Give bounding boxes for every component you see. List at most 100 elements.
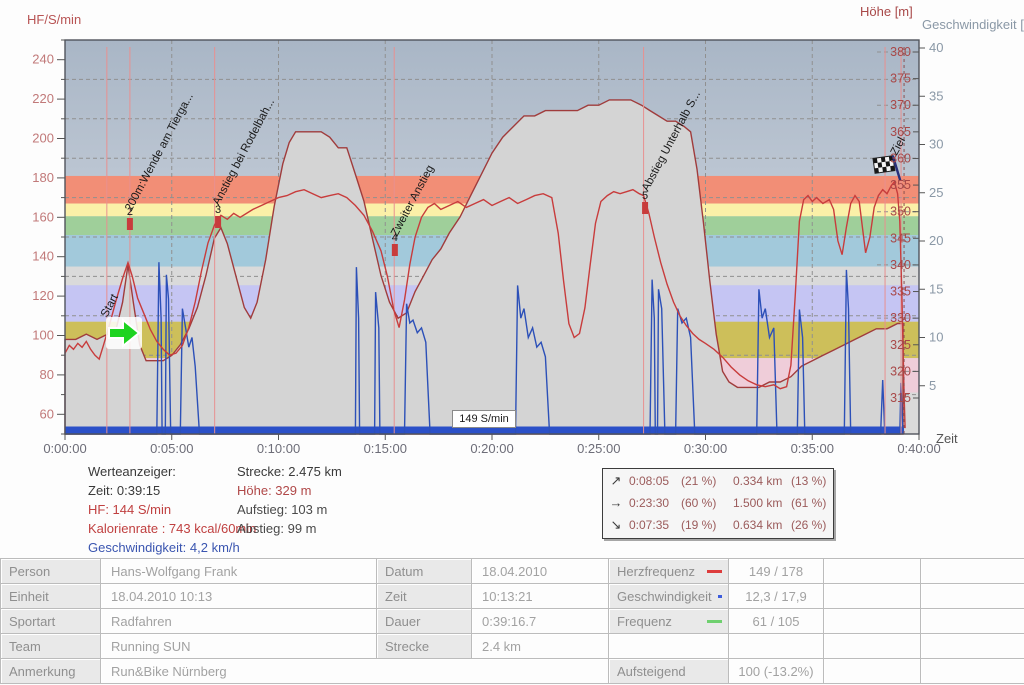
finish-flag-icon — [872, 155, 902, 182]
empty-cell — [920, 633, 1024, 659]
row-label: Frequenz — [608, 608, 729, 634]
value-readout-column-1: Werteanzeiger: Zeit: 0:39:15 HF: 144 S/m… — [88, 462, 256, 557]
readout-line: Werteanzeiger: — [88, 464, 176, 479]
svg-text:360: 360 — [890, 151, 911, 165]
stat-dist-pct: (26 %) — [791, 517, 827, 532]
lap-marker-lines — [106, 47, 902, 434]
row-label: Dauer — [376, 608, 472, 634]
altitude-axis-title: Höhe [m] — [860, 4, 913, 19]
readout-line: HF: 144 S/min — [88, 502, 172, 517]
svg-text:340: 340 — [890, 258, 911, 272]
row-value: 18.04.2010 10:13 — [100, 583, 377, 609]
readout-line: Abstieg: 99 m — [237, 521, 317, 536]
stat-time: 0:07:35 — [629, 517, 670, 532]
row-value: 61 / 105 — [728, 608, 824, 634]
svg-text:320: 320 — [890, 364, 911, 378]
stat-dist: 0.634 km — [733, 517, 783, 532]
row-value: Run&Bike Nürnberg — [100, 658, 609, 684]
svg-text:30: 30 — [929, 137, 943, 152]
svg-text:380: 380 — [890, 45, 911, 59]
empty-cell — [920, 658, 1024, 684]
heartrate-legend-icon — [707, 569, 722, 573]
row-value: Hans-Wolfgang Frank — [100, 558, 377, 584]
row-value: Radfahren — [100, 608, 377, 634]
svg-text:0:30:00: 0:30:00 — [684, 441, 727, 456]
flat-arrow-icon: → — [609, 495, 623, 510]
row-label: Sportart — [0, 608, 101, 634]
time-axis-ticks: 0:00:00 0:05:00 0:10:00 0:15:00 0:20:00 0:25:… — [43, 434, 941, 456]
empty-cell — [823, 558, 921, 584]
stats-row-descent: ↘ 0:07:35 (19 %) 0.634 km (26 %) — [603, 514, 833, 535]
cadence-legend-icon — [707, 619, 722, 623]
svg-text:60: 60 — [40, 406, 54, 421]
row-label: Zeit — [376, 583, 472, 609]
table-row: Team Running SUN Strecke 2.4 km — [0, 633, 1024, 659]
svg-text:35: 35 — [929, 88, 943, 103]
svg-text:370: 370 — [890, 98, 911, 112]
row-value: 100 (-13.2%) — [728, 658, 824, 684]
svg-text:0:35:00: 0:35:00 — [791, 441, 834, 456]
empty-cell — [920, 583, 1024, 609]
hf-axis-title: HF/S/min — [27, 12, 82, 27]
altitude-axis-ticks: 380 375 370 365 360 355 350 345 340 335 330 325 320 3… — [890, 45, 919, 405]
empty-cell — [823, 658, 921, 684]
descent-arrow-icon: ↘ — [610, 516, 622, 532]
svg-text:220: 220 — [32, 91, 54, 106]
svg-text:0:40:00: 0:40:00 — [897, 441, 940, 456]
svg-text:0:15:00: 0:15:00 — [364, 441, 407, 456]
stat-time-pct: (21 %) — [681, 473, 717, 488]
table-row: Anmerkung Run&Bike Nürnberg Aufsteigend … — [0, 658, 1024, 684]
svg-text:325: 325 — [890, 338, 911, 352]
readout-line: Kalorienrate : 743 kcal/60min — [88, 521, 257, 536]
svg-text:0:05:00: 0:05:00 — [150, 441, 193, 456]
stats-row-flat: → 0:23:30 (60 %) 1.500 km (61 %) — [603, 492, 833, 513]
empty-cell — [823, 583, 921, 609]
stat-time: 0:08:05 — [629, 473, 670, 488]
row-value: 12,3 / 17,9 — [728, 583, 824, 609]
stats-row-ascent: ↗ 0:08:05 (21 %) 0.334 km (13 %) — [603, 470, 833, 491]
empty-cell — [920, 558, 1024, 584]
svg-text:350: 350 — [890, 205, 911, 219]
empty-cell — [608, 633, 729, 659]
row-label: Datum — [376, 558, 472, 584]
row-value: Running SUN — [100, 633, 377, 659]
activity-info-table: Person Hans-Wolfgang Frank Datum 18.04.2… — [0, 558, 1024, 684]
svg-text:330: 330 — [890, 311, 911, 325]
svg-text:345: 345 — [890, 231, 911, 245]
svg-text:80: 80 — [40, 367, 54, 382]
svg-text:5: 5 — [929, 378, 936, 393]
row-value: 18.04.2010 — [471, 558, 609, 584]
svg-text:160: 160 — [32, 209, 54, 224]
svg-text:20: 20 — [929, 233, 943, 248]
speed-series — [65, 262, 904, 435]
stat-dist: 0.334 km — [733, 473, 783, 488]
svg-text:15: 15 — [929, 281, 943, 296]
stat-dist: 1.500 km — [733, 495, 783, 510]
start-arrow-icon — [106, 317, 142, 349]
row-label: Herzfrequenz — [608, 558, 729, 584]
svg-text:25: 25 — [929, 185, 943, 200]
hf-axis-ticks: 240 220 200 180 160 140 120 100 80 60 — [32, 39, 65, 435]
svg-text:355: 355 — [890, 178, 911, 192]
speed-baseline-bar — [65, 426, 905, 435]
svg-text:0:10:00: 0:10:00 — [257, 441, 300, 456]
row-value: 149 / 178 — [728, 558, 824, 584]
svg-text:0:25:00: 0:25:00 — [577, 441, 620, 456]
svg-text:240: 240 — [32, 52, 54, 67]
readout-line: Strecke: 2.475 km — [237, 464, 342, 479]
row-label: Team — [0, 633, 101, 659]
svg-text:315: 315 — [890, 391, 911, 405]
svg-text:40: 40 — [929, 40, 943, 55]
svg-text:200: 200 — [32, 131, 54, 146]
speed-legend-icon — [717, 594, 722, 598]
time-axis-title: Zeit — [936, 431, 958, 446]
marker-points: 2 3 4 5 — [127, 190, 648, 256]
row-label: Anmerkung — [0, 658, 101, 684]
ascent-arrow-icon: ↗ — [610, 472, 622, 488]
value-readout-column-2: Strecke: 2.475 km Höhe: 329 m Aufstieg: … — [237, 462, 342, 538]
empty-cell — [823, 633, 921, 659]
svg-text:4: 4 — [392, 232, 398, 244]
svg-text:5: 5 — [642, 190, 648, 202]
